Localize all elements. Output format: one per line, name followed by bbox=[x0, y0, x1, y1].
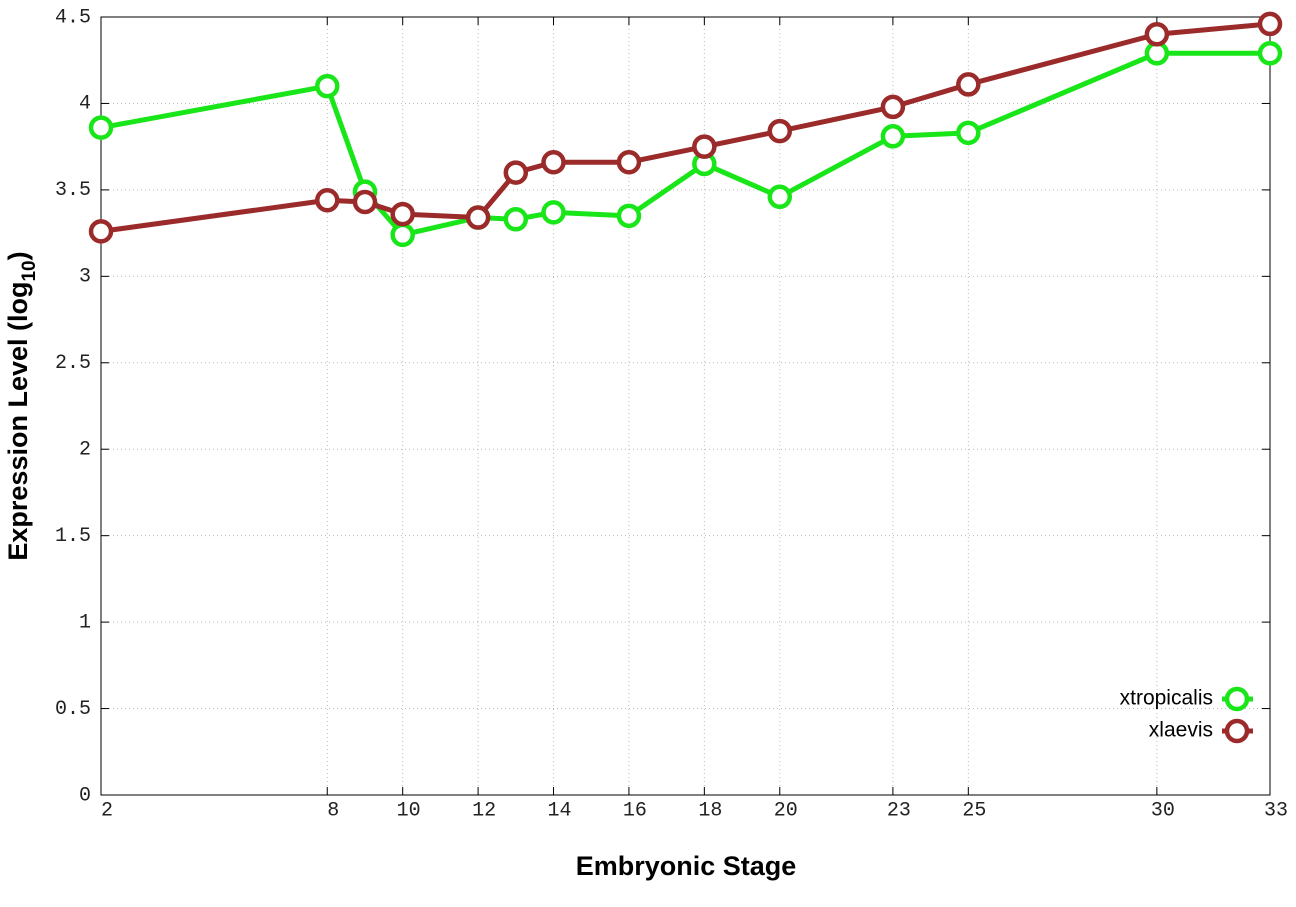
y-tick-label: 4.5 bbox=[55, 6, 91, 29]
point bbox=[541, 200, 566, 225]
series-line bbox=[100, 21, 1271, 234]
point bbox=[315, 188, 340, 213]
point bbox=[465, 205, 491, 230]
x-tick-label: 12 bbox=[472, 799, 496, 822]
point bbox=[616, 149, 642, 175]
y-axis-label-suffix: ) bbox=[3, 251, 33, 260]
x-tick-label: 2 bbox=[101, 799, 113, 822]
y-tick-label: 3 bbox=[79, 266, 91, 289]
point bbox=[956, 120, 981, 146]
y-axis-label-subscript: 10 bbox=[19, 260, 40, 281]
point bbox=[503, 207, 529, 232]
x-tick-label: 33 bbox=[1264, 799, 1288, 822]
x-tick-label: 18 bbox=[698, 799, 722, 822]
point bbox=[503, 160, 529, 185]
plot-border bbox=[100, 16, 1271, 796]
point bbox=[390, 222, 415, 248]
x-tick-label: 23 bbox=[887, 799, 911, 822]
x-tick-label: 25 bbox=[962, 799, 986, 822]
y-tick-label: 1.5 bbox=[55, 525, 91, 548]
y-axis-label: Expression Level (log10) bbox=[3, 251, 40, 560]
y-tick-label: 4 bbox=[79, 93, 91, 116]
point bbox=[1144, 22, 1170, 47]
point bbox=[880, 94, 906, 120]
point bbox=[541, 149, 566, 175]
y-tick-label: 2 bbox=[79, 439, 91, 462]
legend-swatch bbox=[1224, 686, 1250, 712]
y-tick-label: 3.5 bbox=[55, 179, 91, 202]
point bbox=[692, 134, 717, 159]
point bbox=[767, 118, 793, 144]
x-tick-label: 14 bbox=[548, 799, 572, 822]
point bbox=[956, 72, 981, 97]
point bbox=[1257, 11, 1283, 37]
x-tick-label: 30 bbox=[1151, 799, 1175, 822]
point bbox=[616, 203, 642, 229]
x-tick-label: 20 bbox=[774, 799, 798, 822]
x-tick-label: 10 bbox=[397, 799, 421, 822]
y-tick-label: 1 bbox=[79, 611, 91, 634]
point bbox=[88, 219, 114, 244]
legend-swatch bbox=[1224, 718, 1250, 744]
legend-label: xtropicalis bbox=[1120, 687, 1213, 710]
x-axis-label: Embryonic Stage bbox=[576, 851, 797, 881]
point bbox=[767, 184, 793, 210]
y-tick-label: 0 bbox=[79, 784, 91, 807]
x-tick-label: 8 bbox=[327, 799, 339, 822]
point bbox=[1257, 41, 1283, 66]
point bbox=[315, 73, 340, 99]
x-tick-label: 16 bbox=[623, 799, 647, 822]
y-tick-label: 0.5 bbox=[55, 698, 91, 721]
point bbox=[352, 189, 378, 215]
point bbox=[88, 115, 114, 140]
y-tick-label: 2.5 bbox=[55, 352, 91, 375]
point bbox=[390, 201, 415, 227]
point bbox=[880, 124, 906, 149]
legend-label: xlaevis bbox=[1149, 719, 1213, 742]
y-axis-label-text: Expression Level (log bbox=[3, 282, 33, 561]
